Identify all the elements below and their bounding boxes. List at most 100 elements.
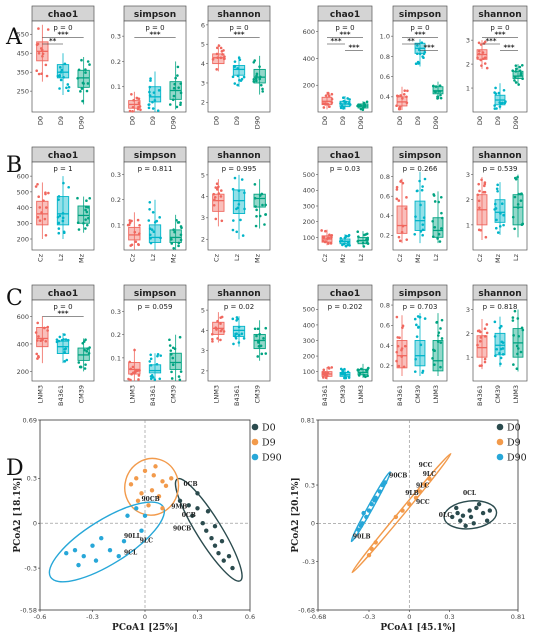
jitter-point <box>418 179 421 183</box>
y-tick-label: 200 <box>303 218 315 226</box>
facet-title: chao1 <box>330 151 360 161</box>
box-body <box>128 362 141 375</box>
jitter-point <box>498 101 502 104</box>
box-panel-a-left-simpson: simpson 0.1 0.2 0.3 D0 D9 D90 p = 0*** <box>111 5 187 129</box>
jitter-point <box>36 183 39 186</box>
jitter-point <box>484 235 488 239</box>
y-tick-label: 4 <box>201 193 205 201</box>
box-body <box>432 340 444 372</box>
jitter-point <box>134 240 138 244</box>
jitter-point <box>254 224 258 228</box>
x-category-label: Cz <box>321 253 329 262</box>
x-category-label: D9 <box>414 116 422 125</box>
jitter-point <box>151 210 155 214</box>
jitter-point <box>440 318 444 322</box>
jitter-point <box>496 189 499 193</box>
p-value-label: p = 0.539 <box>483 165 518 173</box>
jitter-point <box>212 203 216 207</box>
x-category-label: Cz <box>128 253 136 262</box>
jitter-point <box>493 208 496 211</box>
jitter-point <box>476 343 479 347</box>
x-category-label: D90 <box>78 116 86 129</box>
sample-label: 90LB <box>353 534 371 541</box>
jitter-point <box>405 238 409 241</box>
jitter-point <box>401 224 405 228</box>
jitter-point <box>136 107 140 111</box>
x-category-label: D0 <box>321 116 329 125</box>
jitter-point <box>437 331 441 334</box>
x-category-label: D90 <box>432 116 440 129</box>
jitter-point <box>223 57 226 60</box>
jitter-point <box>477 182 481 186</box>
jitter-point <box>419 203 422 207</box>
jitter-point <box>214 217 218 221</box>
pcoa-point-d9 <box>151 473 156 478</box>
jitter-point <box>158 377 162 381</box>
jitter-point <box>35 69 39 73</box>
jitter-point <box>79 90 82 93</box>
pcoa-point-d90 <box>107 547 113 553</box>
sample-label: 9MB <box>171 503 187 510</box>
jitter-point <box>513 309 517 313</box>
jitter-point <box>232 219 235 222</box>
jitter-point <box>477 199 481 203</box>
panel-letter-a: A <box>5 25 23 50</box>
jitter-point <box>479 336 483 339</box>
p-value-label: p = 0 <box>229 24 248 32</box>
jitter-point <box>58 335 62 339</box>
jitter-point <box>501 341 505 344</box>
jitter-point <box>133 348 136 352</box>
jitter-point <box>511 215 515 219</box>
jitter-point <box>151 100 154 104</box>
legend-marker-d0 <box>496 423 504 431</box>
jitter-point <box>220 315 224 319</box>
jitter-point <box>479 43 483 46</box>
jitter-point <box>321 102 325 105</box>
y-axis-label: PCoA2 [18.1%] <box>13 477 23 552</box>
x-category-label: Mz <box>339 253 347 263</box>
jitter-point <box>400 347 404 350</box>
y-tick-label: 0.2 <box>111 196 121 204</box>
jitter-point <box>511 319 515 322</box>
jitter-point <box>431 219 434 223</box>
box-panel-b-right-shannon: shannon 1 2 3 Cz Mz Lz p = 0.539 <box>466 146 528 263</box>
jitter-point <box>348 98 351 101</box>
jitter-point <box>483 62 487 65</box>
jitter-point <box>362 245 366 248</box>
jitter-point <box>237 325 241 329</box>
jitter-point <box>479 58 483 62</box>
pcoa-point-d9 <box>149 488 155 493</box>
jitter-point <box>404 207 408 210</box>
jitter-point <box>502 223 505 227</box>
jitter-point <box>439 96 443 100</box>
jitter-point <box>219 56 223 60</box>
jitter-point <box>81 81 85 85</box>
jitter-point <box>86 347 89 351</box>
box-panel-c-left-simpson: simpson 0.1 0.2 0.3 LNM3 B4361 CM39 p = 0.059 <box>111 284 187 406</box>
jitter-point <box>401 97 404 100</box>
box-panel-c-right-shannon: shannon 1 2 3 B4361 CM39 LNM3 p = 0.818 <box>466 284 528 406</box>
jitter-point <box>82 340 86 343</box>
pcoa-point-d0 <box>471 521 476 526</box>
jitter-point <box>173 230 176 234</box>
jitter-point <box>477 41 481 45</box>
jitter-point <box>219 322 222 325</box>
box-body <box>396 205 408 234</box>
jitter-point <box>494 86 497 90</box>
jitter-point <box>497 91 501 95</box>
jitter-point <box>366 241 369 245</box>
jitter-point <box>133 230 137 234</box>
jitter-point <box>44 63 48 67</box>
x-category-label: D90 <box>170 116 178 129</box>
jitter-point <box>513 75 517 79</box>
y-tick-label: 550 <box>17 31 29 39</box>
jitter-point <box>168 103 172 106</box>
jitter-point <box>170 242 174 245</box>
jitter-point <box>439 93 442 97</box>
jitter-point <box>61 219 65 223</box>
jitter-point <box>330 101 334 104</box>
box-body <box>56 340 70 354</box>
jitter-point <box>243 207 246 211</box>
jitter-point <box>521 222 525 226</box>
y-tick-label: 400 <box>17 340 29 348</box>
